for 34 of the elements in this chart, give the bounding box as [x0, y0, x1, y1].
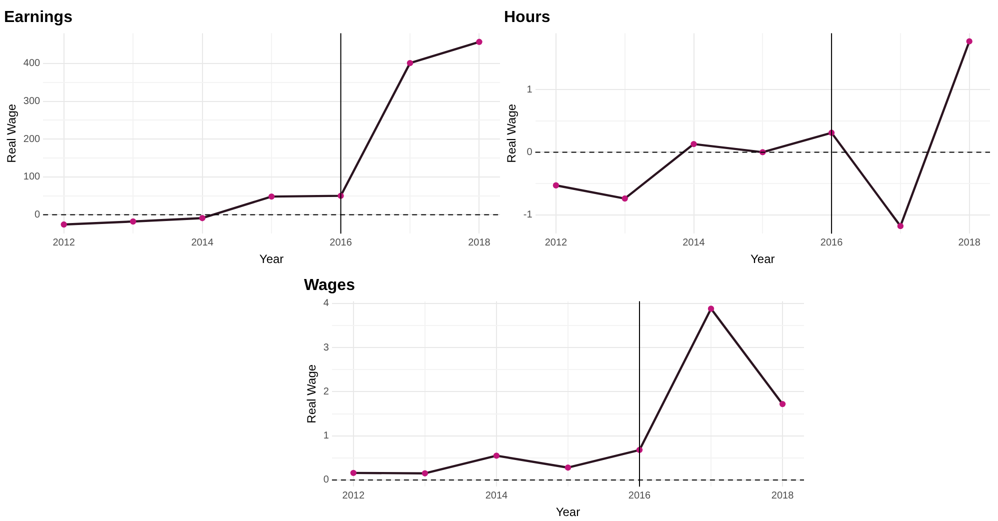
y-axis-title: Real Wage	[504, 104, 519, 163]
y-tick-label: 300	[23, 96, 41, 108]
chart-title: Earnings	[4, 9, 73, 26]
y-tick-label: 0	[526, 146, 533, 158]
y-axis-title: Real Wage	[304, 364, 319, 424]
x-tick-label: 2018	[468, 237, 491, 248]
y-tick-label: 2	[323, 386, 330, 398]
y-tick-label: 4	[323, 298, 330, 310]
x-axis-title: Year	[556, 505, 580, 520]
chart-title: Hours	[504, 9, 550, 26]
y-tick-label: 0	[34, 209, 41, 220]
x-tick-label: 2018	[771, 490, 794, 502]
x-axis-title: Year	[259, 252, 284, 266]
y-tick-label: 1	[323, 430, 330, 442]
x-tick-label: 2012	[544, 237, 568, 248]
x-axis-title: Year	[750, 252, 775, 266]
x-tick-label: 2016	[330, 237, 352, 248]
y-tick-label: -1	[523, 210, 533, 221]
y-tick-label: 200	[23, 134, 41, 145]
x-tick-label: 2014	[682, 237, 706, 248]
x-tick-label: 2018	[958, 237, 981, 248]
y-tick-label: 3	[323, 342, 330, 354]
x-tick-label: 2012	[342, 490, 365, 502]
x-tick-label: 2012	[52, 237, 76, 248]
x-tick-label: 2016	[820, 237, 844, 248]
chart-title: Wages	[304, 277, 356, 294]
y-tick-label: 400	[23, 58, 41, 70]
x-tick-label: 2014	[485, 490, 508, 502]
x-tick-label: 2014	[191, 237, 214, 248]
x-tick-label: 2016	[628, 490, 652, 502]
y-tick-label: 1	[526, 84, 533, 96]
y-tick-label: 100	[23, 172, 41, 183]
y-tick-label: 0	[323, 474, 330, 486]
y-axis-title: Real Wage	[4, 104, 19, 163]
